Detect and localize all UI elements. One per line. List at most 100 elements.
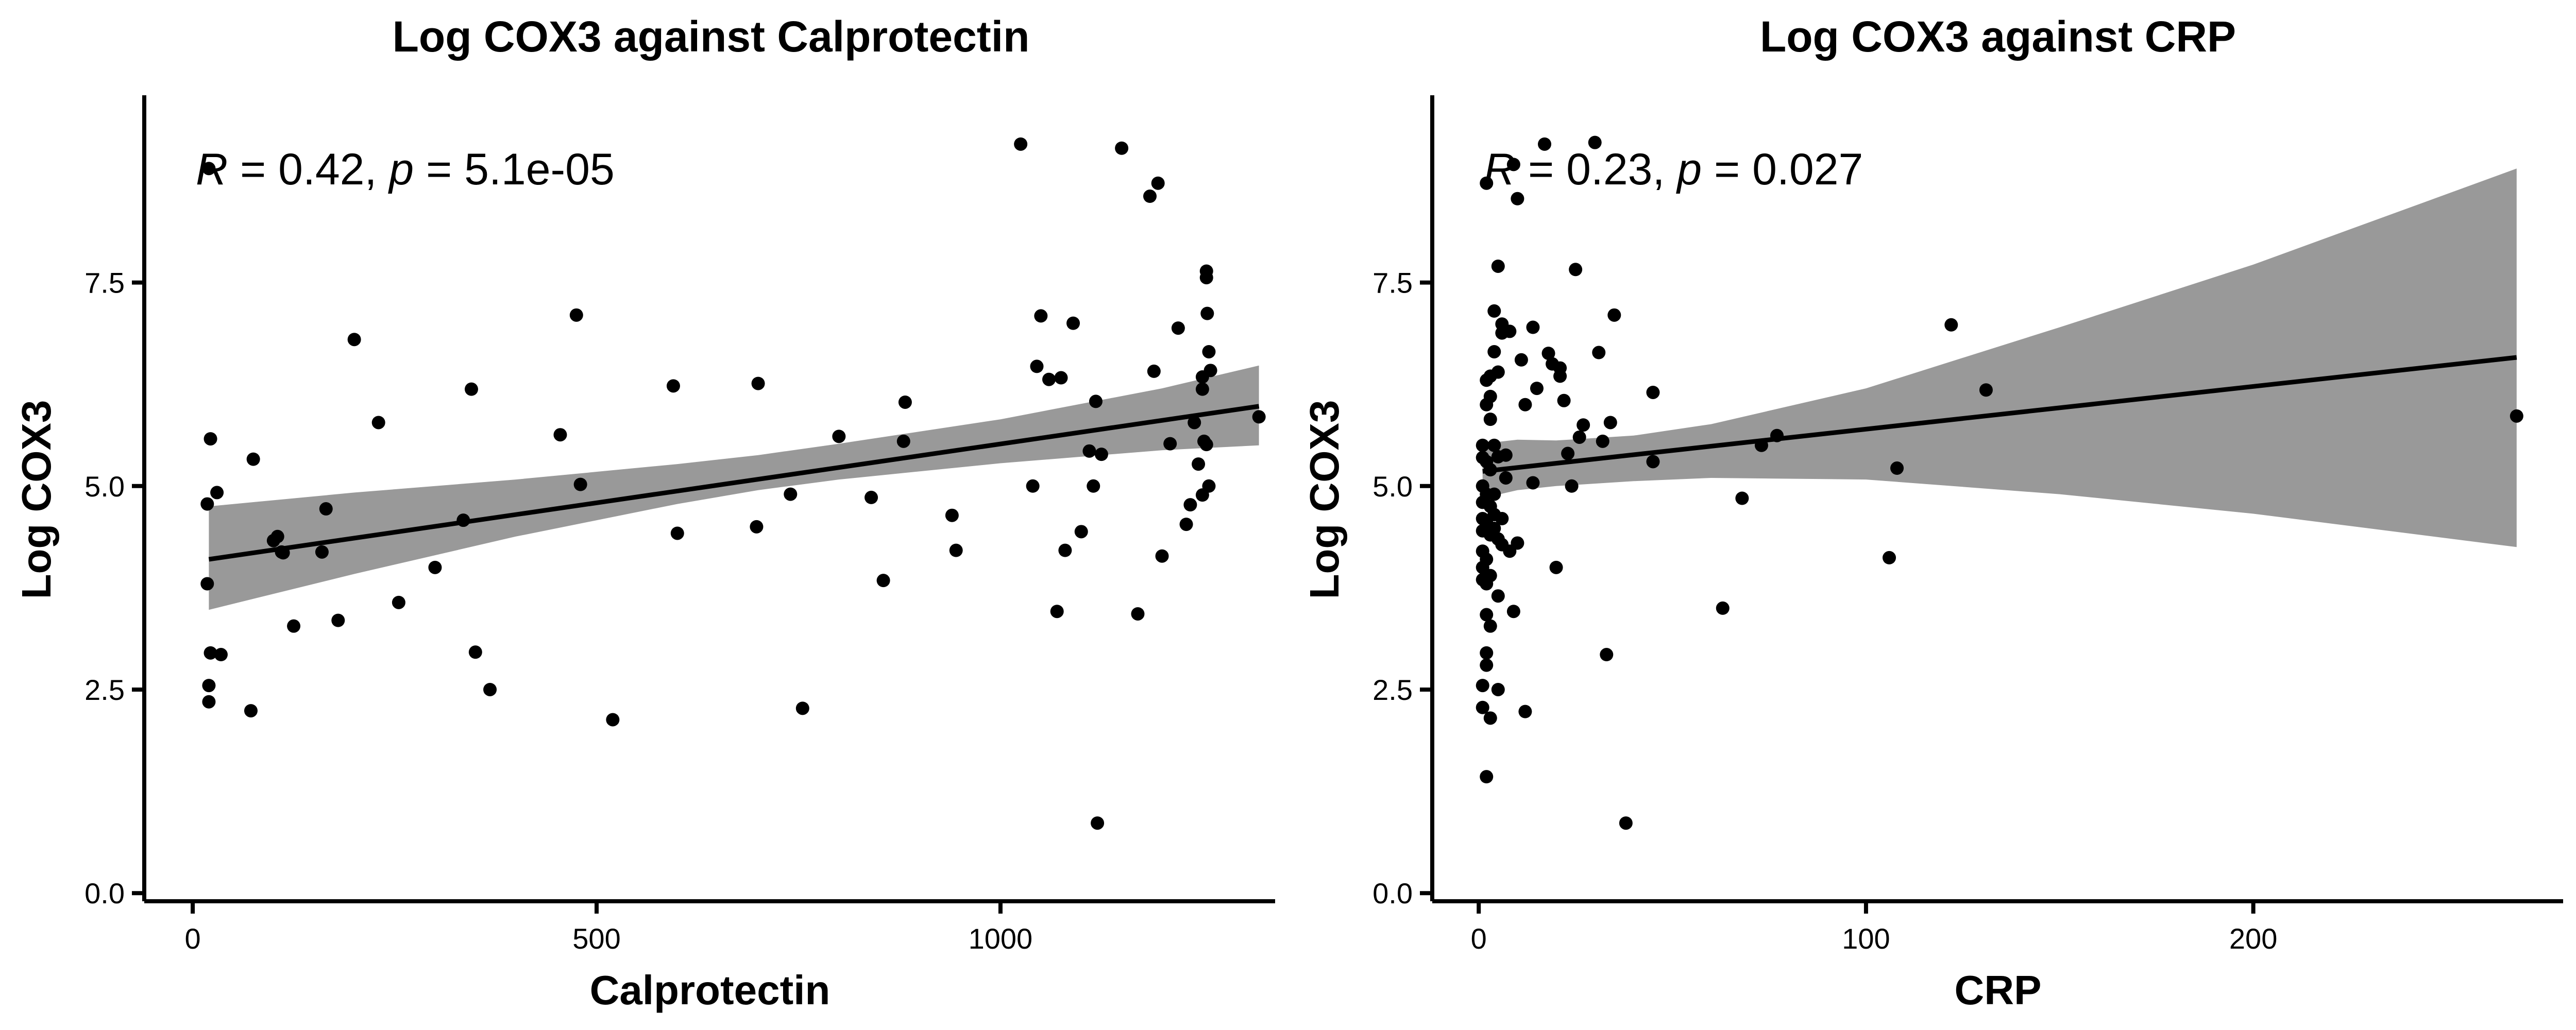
correlation-annotation: R = 0.23, p = 0.027 [1484,145,1863,194]
x-axis-label: CRP [1955,967,2042,1013]
data-point [468,645,482,659]
data-point [1483,711,1497,725]
confidence-band [209,365,1259,610]
data-point [1506,605,1520,619]
y-tick-label: 7.5 [84,267,125,299]
data-point [1480,608,1494,622]
data-point [1026,479,1040,493]
data-point [1619,816,1633,830]
data-point [1199,438,1213,452]
data-point [1561,447,1575,460]
p-value: = 5.1e-05 [414,145,615,194]
data-point [1487,304,1501,318]
data-point [1147,364,1161,378]
data-point [1014,137,1028,151]
data-point [2510,409,2523,423]
data-point [1151,176,1165,190]
data-point [1034,309,1048,323]
data-point [1131,607,1145,621]
data-point [1716,601,1730,615]
data-point [865,490,878,504]
r-value: = 0.23, [1516,145,1677,194]
data-point [246,452,260,466]
data-point [200,497,214,511]
r-value: = 0.42, [228,145,389,194]
data-point [1530,382,1544,396]
data-point [573,477,587,491]
data-point [1770,428,1784,442]
data-point [896,434,910,448]
data-point [1054,371,1068,385]
data-point [210,486,224,500]
data-point [1188,416,1201,430]
data-point [784,487,798,501]
data-point [1572,430,1586,444]
data-point [1476,438,1489,452]
data-point [751,376,765,390]
data-point [1143,190,1157,203]
data-point [949,543,963,557]
y-axis-label: Log COX3 [1301,400,1347,599]
regression-line [1482,355,2517,474]
data-point [331,613,345,627]
data-point [1195,382,1209,396]
data-point [1480,770,1494,784]
data-point [750,520,764,534]
x-tick-label: 0 [1471,922,1487,955]
data-point [1526,476,1540,490]
correlation-annotation: R = 0.42, p = 5.1e-05 [196,145,615,194]
data-point [1089,394,1103,408]
data-point [1155,549,1169,563]
y-tick-label: 2.5 [1372,674,1413,706]
data-point [1979,383,1993,397]
data-point [1483,569,1497,582]
data-point [1600,648,1614,662]
data-point [1557,393,1571,407]
x-tick-label: 0 [184,922,200,955]
data-point [1944,318,1958,332]
data-point [1541,347,1555,360]
data-point [1514,353,1528,367]
data-point [270,529,284,543]
data-point [1192,457,1206,471]
data-point [1087,479,1100,493]
data-point [945,508,959,522]
data-point [1483,619,1497,633]
data-point [244,704,258,718]
chart-title: Log COX3 against Calprotectin [393,12,1030,61]
data-point [1091,816,1105,830]
data-point [876,574,890,588]
data-point [1042,372,1056,386]
data-point [553,428,567,442]
data-point [204,646,217,660]
data-point [204,432,217,446]
data-point [898,395,912,409]
data-point [464,382,478,396]
y-tick-label: 2.5 [84,674,125,706]
data-point [1577,418,1590,432]
data-point [1252,410,1266,424]
data-point [1511,536,1524,550]
regression-line-layer [208,404,1260,562]
data-point [1553,369,1567,383]
data-point [1094,448,1108,461]
data-point [1171,321,1185,335]
data-point [1890,461,1904,475]
data-point [1596,434,1609,448]
confidence-band [1482,168,2517,547]
regression-line-layer [1482,355,2517,474]
data-point [214,648,228,662]
data-point [1491,365,1505,379]
y-tick-label: 5.0 [84,470,125,503]
data-point [1518,705,1532,718]
data-point [1569,263,1583,277]
data-point [1506,158,1520,171]
x-tick-label: 200 [2229,922,2277,955]
data-point [1487,487,1501,501]
data-point [670,526,684,540]
chart-title: Log COX3 against CRP [1760,12,2236,61]
data-point [202,162,216,176]
data-point [1483,463,1497,477]
data-point [315,545,329,559]
